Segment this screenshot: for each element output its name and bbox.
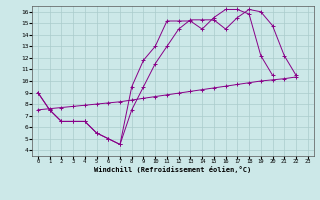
X-axis label: Windchill (Refroidissement éolien,°C): Windchill (Refroidissement éolien,°C) xyxy=(94,166,252,173)
